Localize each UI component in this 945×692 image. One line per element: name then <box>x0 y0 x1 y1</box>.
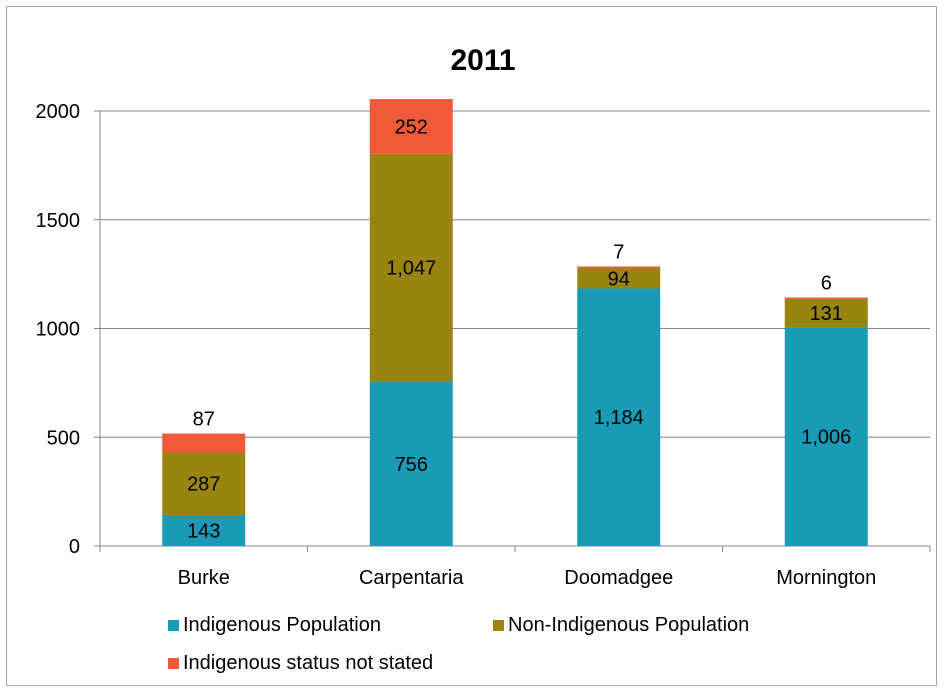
y-tick-label: 0 <box>69 536 80 558</box>
data-label: 6 <box>821 272 832 294</box>
data-label: 143 <box>187 520 220 542</box>
x-tick-label: Carpentaria <box>359 567 464 589</box>
x-axis-ticks: Burke Carpentaria Doomadgee Mornington <box>100 546 930 589</box>
y-tick-label: 1000 <box>36 319 81 341</box>
y-tick-label: 1500 <box>36 210 81 232</box>
x-tick-label: Burke <box>178 567 230 589</box>
x-tick-label: Doomadgee <box>564 567 673 589</box>
data-label: 756 <box>395 454 428 476</box>
data-labels: 143 287 87 756 1,047 252 1,184 94 7 1,006 131 6 <box>187 116 851 542</box>
data-label: 94 <box>608 268 630 290</box>
data-label: 7 <box>613 242 624 264</box>
chart-title: 2011 <box>450 44 515 77</box>
x-tick-label: Mornington <box>776 567 876 589</box>
y-tick-label: 500 <box>47 427 80 449</box>
y-tick-label: 2000 <box>36 101 81 123</box>
data-label: 1,047 <box>386 258 436 280</box>
data-label: 1,006 <box>801 427 851 449</box>
bar-segment <box>162 434 245 453</box>
data-label: 87 <box>193 409 215 431</box>
data-label: 287 <box>187 474 220 496</box>
data-label: 252 <box>395 116 428 138</box>
y-axis-ticks: 0 500 1000 1500 2000 <box>36 101 101 558</box>
bar-segment <box>785 297 868 298</box>
bars <box>162 99 868 546</box>
data-label: 1,184 <box>594 407 644 429</box>
data-label: 131 <box>810 303 843 325</box>
